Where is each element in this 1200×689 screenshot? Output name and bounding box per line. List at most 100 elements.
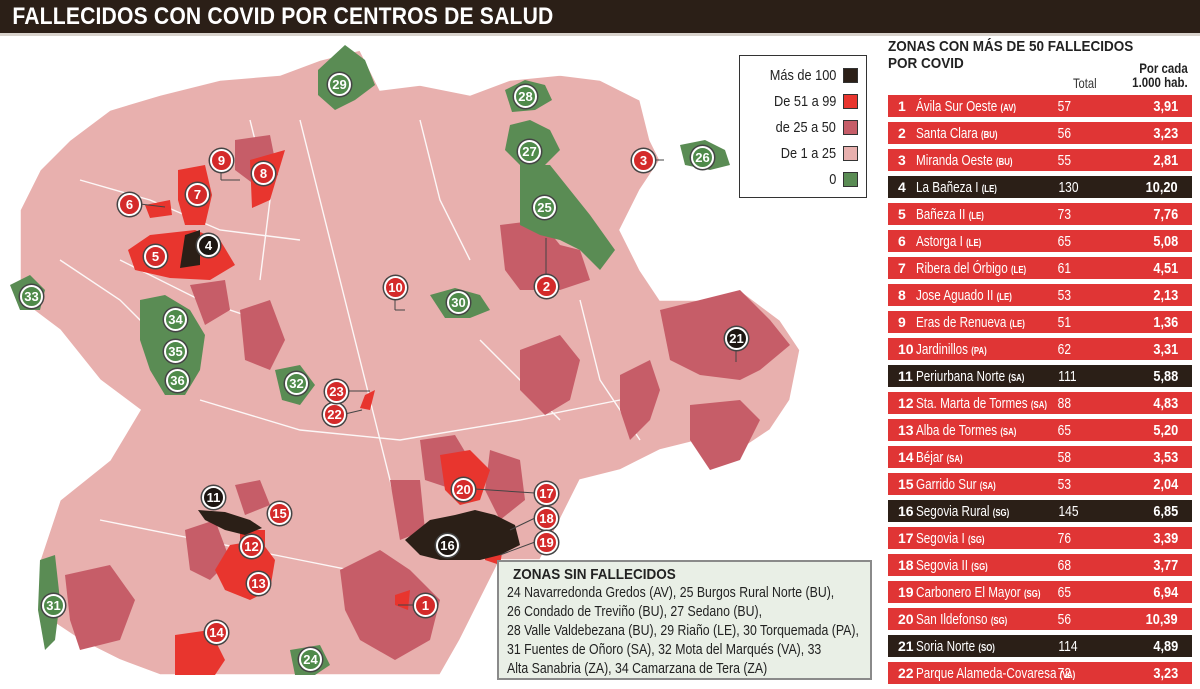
map-marker-3: 3 bbox=[632, 149, 655, 172]
map-marker-18: 18 bbox=[535, 507, 558, 530]
legend-swatch bbox=[843, 145, 858, 161]
row-province: (BU) bbox=[995, 156, 1013, 168]
map-marker-25: 25 bbox=[533, 196, 556, 219]
row-rate: 3,39 bbox=[1153, 529, 1178, 547]
row-rank: 4 bbox=[898, 179, 906, 195]
row-rank: 7 bbox=[898, 260, 906, 276]
row-province: (PA) bbox=[971, 345, 987, 357]
row-rank: 9 bbox=[898, 314, 906, 330]
row-province: (LE) bbox=[996, 291, 1012, 303]
legend-swatch bbox=[843, 171, 858, 187]
row-rate: 1,36 bbox=[1153, 313, 1178, 331]
row-rank: 11 bbox=[898, 368, 913, 384]
map-marker-21: 21 bbox=[725, 327, 748, 350]
row-rank: 22 bbox=[898, 665, 914, 681]
map-marker-31: 31 bbox=[42, 594, 65, 617]
table-row: 20 San Ildefonso (SG) 56 10,39 bbox=[888, 608, 1192, 630]
row-zone-name: Santa Clara (BU) bbox=[916, 124, 998, 142]
map-marker-27: 27 bbox=[518, 140, 541, 163]
table-row: 10 Jardinillos (PA) 62 3,31 bbox=[888, 338, 1192, 360]
map-marker-12: 12 bbox=[240, 535, 263, 558]
row-rate: 4,51 bbox=[1153, 259, 1178, 277]
page-title: FALLECIDOS CON COVID POR CENTROS DE SALU… bbox=[12, 3, 554, 30]
map-marker-34: 34 bbox=[164, 308, 187, 331]
row-rank: 6 bbox=[898, 233, 906, 249]
row-province: (SO) bbox=[978, 642, 995, 654]
row-total: 68 bbox=[1057, 556, 1072, 574]
row-rank: 20 bbox=[898, 611, 914, 627]
zones-without-deaths-box: ZONAS SIN FALLECIDOS 24 Navarredonda Gre… bbox=[497, 560, 872, 680]
row-rate: 3,23 bbox=[1153, 124, 1178, 142]
row-rate: 4,83 bbox=[1153, 394, 1178, 412]
row-rate: 2,81 bbox=[1153, 151, 1178, 169]
table-row: 3 Miranda Oeste (BU) 55 2,81 bbox=[888, 149, 1192, 171]
table-row: 17 Segovia I (SG) 76 3,39 bbox=[888, 527, 1192, 549]
map-marker-16: 16 bbox=[436, 534, 459, 557]
row-province: (SG) bbox=[968, 534, 985, 546]
row-total: 145 bbox=[1058, 502, 1079, 520]
table-row: 16 Segovia Rural (SG) 145 6,85 bbox=[888, 500, 1192, 522]
table-row: 7 Ribera del Órbigo (LE) 61 4,51 bbox=[888, 257, 1192, 279]
table-row: 1 Ávila Sur Oeste (AV) 57 3,91 bbox=[888, 95, 1192, 117]
row-rank: 8 bbox=[898, 287, 906, 303]
row-rate: 3,23 bbox=[1153, 664, 1178, 682]
row-province: (LE) bbox=[968, 210, 984, 222]
table-row: 15 Garrido Sur (SA) 53 2,04 bbox=[888, 473, 1192, 495]
map-legend: Más de 100 De 51 a 99 de 25 a 50 De 1 a … bbox=[739, 55, 867, 198]
row-province: (LE) bbox=[981, 183, 997, 195]
row-rate: 6,94 bbox=[1153, 583, 1178, 601]
row-zone-name: Garrido Sur (SA) bbox=[916, 475, 996, 493]
table-row: 6 Astorga I (LE) 65 5,08 bbox=[888, 230, 1192, 252]
row-zone-name: Segovia Rural (SG) bbox=[916, 502, 1010, 520]
row-rank: 15 bbox=[898, 476, 914, 492]
row-rate: 10,20 bbox=[1146, 178, 1178, 196]
map-marker-35: 35 bbox=[164, 340, 187, 363]
row-zone-name: Sta. Marta de Tormes (SA) bbox=[916, 394, 1047, 412]
row-rank: 18 bbox=[898, 557, 914, 573]
row-total: 111 bbox=[1058, 367, 1077, 385]
map-marker-30: 30 bbox=[447, 291, 470, 314]
row-rank: 5 bbox=[898, 206, 906, 222]
row-zone-name: Segovia I (SG) bbox=[916, 529, 985, 547]
row-rank: 13 bbox=[898, 422, 914, 438]
row-rate: 5,20 bbox=[1153, 421, 1178, 439]
map-marker-19: 19 bbox=[535, 531, 558, 554]
table-row: 18 Segovia II (SG) 68 3,77 bbox=[888, 554, 1192, 576]
table-body: 1 Ávila Sur Oeste (AV) 57 3,91 2 Santa Clara … bbox=[888, 95, 1200, 684]
deaths-table: ZONAS CON MÁS DE 50 FALLECIDOS POR COVID… bbox=[888, 38, 1200, 689]
map-marker-32: 32 bbox=[285, 372, 308, 395]
map-marker-17: 17 bbox=[535, 482, 558, 505]
map-marker-23: 23 bbox=[325, 380, 348, 403]
row-rank: 21 bbox=[898, 638, 914, 654]
row-province: (SA) bbox=[1008, 372, 1025, 384]
row-province: (LE) bbox=[1010, 264, 1027, 276]
table-row: 19 Carbonero El Mayor (SG) 65 6,94 bbox=[888, 581, 1192, 603]
row-province: (SA) bbox=[1030, 399, 1047, 411]
row-total: 130 bbox=[1058, 178, 1079, 196]
row-zone-name: Soria Norte (SO) bbox=[916, 637, 995, 655]
row-total: 58 bbox=[1057, 448, 1072, 466]
map-marker-33: 33 bbox=[20, 285, 43, 308]
map-marker-13: 13 bbox=[247, 572, 270, 595]
row-total: 88 bbox=[1057, 394, 1072, 412]
table-row: 21 Soria Norte (SO) 114 4,89 bbox=[888, 635, 1192, 657]
row-rate: 5,88 bbox=[1153, 367, 1178, 385]
title-bar: FALLECIDOS CON COVID POR CENTROS DE SALU… bbox=[0, 0, 1200, 36]
row-zone-name: Alba de Tormes (SA) bbox=[916, 421, 1017, 439]
row-total: 61 bbox=[1057, 259, 1072, 277]
row-total: 51 bbox=[1057, 313, 1072, 331]
row-rate: 3,31 bbox=[1153, 340, 1178, 358]
no-deaths-list: 24 Navarredonda Gredos (AV), 25 Burgos R… bbox=[507, 584, 859, 677]
row-rank: 3 bbox=[898, 152, 906, 168]
row-rank: 14 bbox=[898, 449, 914, 465]
legend-item-1-25: De 1 a 25 bbox=[748, 140, 858, 166]
row-rank: 16 bbox=[898, 503, 914, 519]
row-total: 53 bbox=[1057, 286, 1072, 304]
row-rank: 19 bbox=[898, 584, 914, 600]
row-total: 114 bbox=[1058, 637, 1078, 655]
row-rate: 4,89 bbox=[1153, 637, 1178, 655]
map-marker-1: 1 bbox=[414, 594, 437, 617]
row-total: 72 bbox=[1057, 664, 1072, 682]
row-rate: 6,85 bbox=[1153, 502, 1178, 520]
map-marker-14: 14 bbox=[205, 621, 228, 644]
